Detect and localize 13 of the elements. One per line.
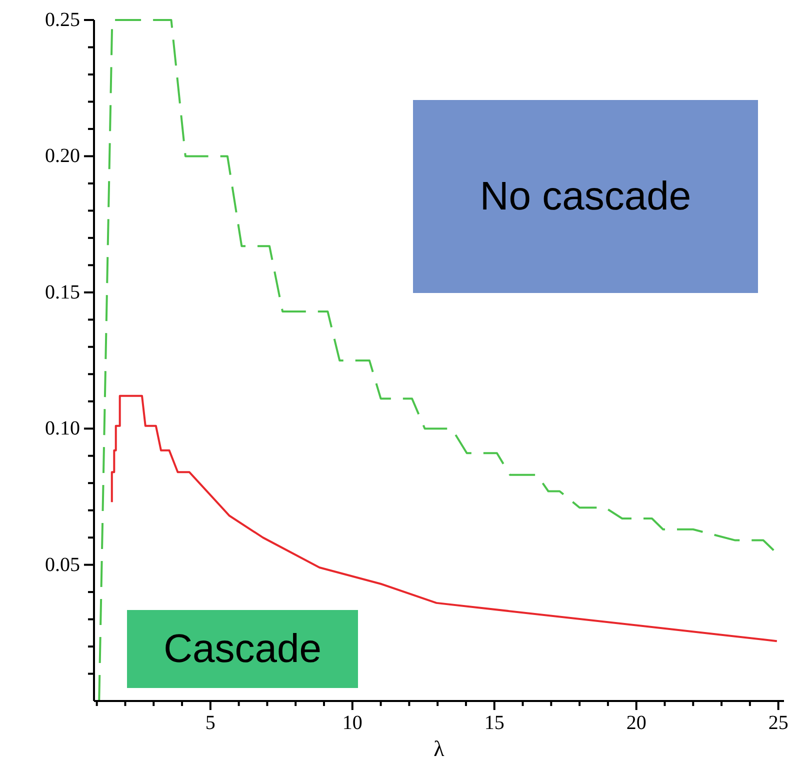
x-tick-label: 10 xyxy=(342,712,362,734)
y-tick-label: 0.20 xyxy=(45,145,80,168)
x-tick-label: 15 xyxy=(484,712,504,734)
x-axis-title: λ xyxy=(434,736,445,761)
y-tick-label: 0.25 xyxy=(45,9,80,31)
annotation: Cascade xyxy=(164,627,322,671)
y-tick-label: 0.05 xyxy=(45,554,80,576)
annotation: No cascade xyxy=(480,174,692,218)
x-tick-label: 25 xyxy=(768,712,788,734)
x-tick-label: 20 xyxy=(626,712,646,734)
y-tick-label: 0.10 xyxy=(45,418,80,440)
y-tick-label: 0.15 xyxy=(45,281,80,304)
x-tick-label: 5 xyxy=(205,712,216,734)
